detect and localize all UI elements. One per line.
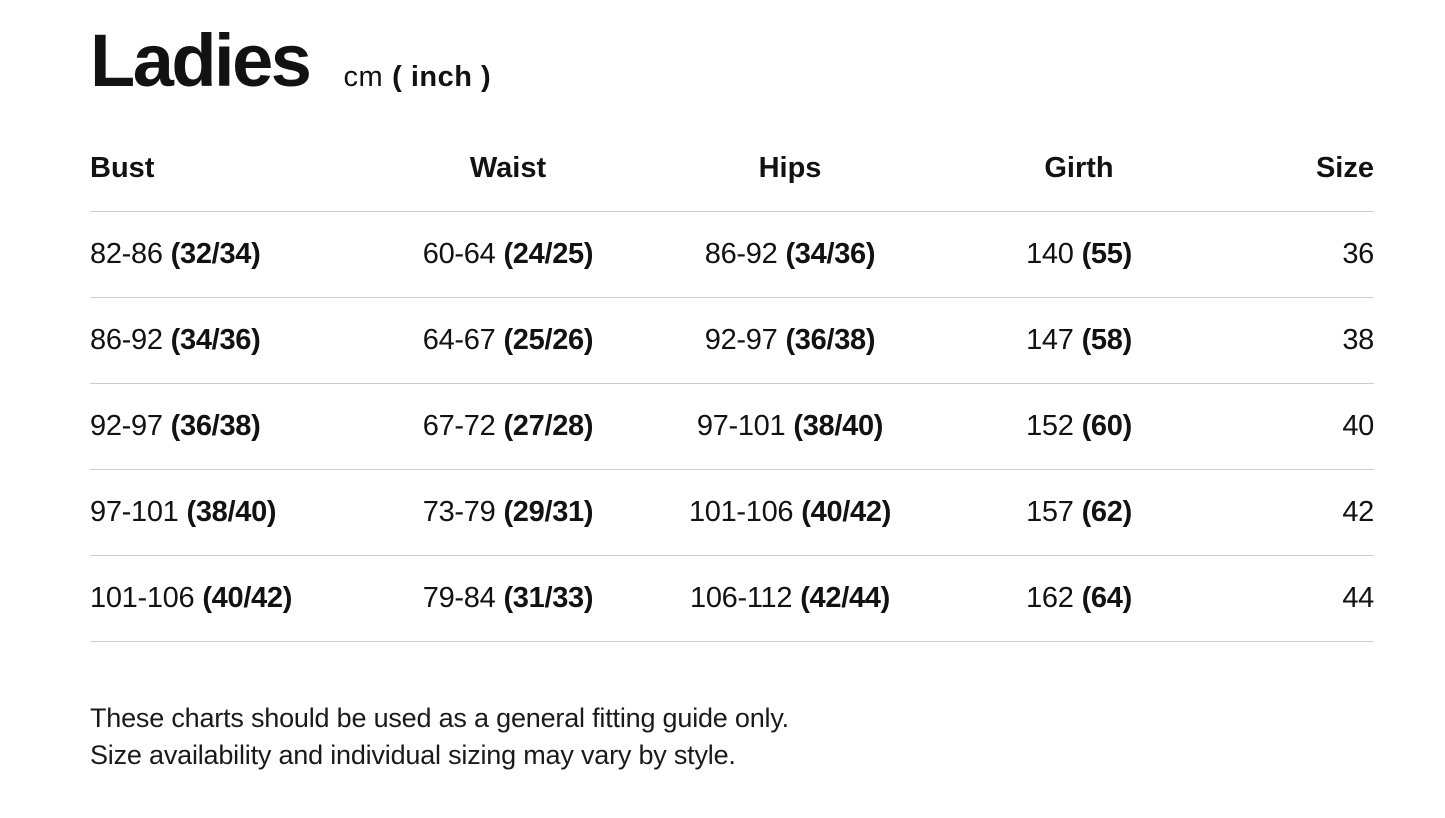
fitting-notes: These charts should be used as a general… (90, 700, 1374, 775)
column-header-size: Size (1315, 152, 1374, 184)
waist-cell: 64-67 (25/26) (422, 324, 594, 357)
waist-cm-value: 64-67 (422, 324, 496, 356)
hips-inch-value: (36/38) (785, 324, 876, 356)
bust-inch-value: (38/40) (186, 496, 277, 528)
size-value: 44 (1342, 582, 1374, 614)
bust-cell: 86-92 (34/36) (90, 324, 261, 357)
title-row: Ladies cm( inch ) (90, 22, 1374, 118)
hips-cell: 97-101 (38/40) (696, 410, 884, 443)
size-cell: 40 (1342, 410, 1374, 443)
girth-cm-value: 162 (1026, 582, 1074, 614)
units-label: cm( inch ) (343, 61, 491, 94)
girth-cell: 147 (58) (1026, 324, 1132, 357)
waist-inch-value: (29/31) (503, 496, 594, 528)
table-header-row: Bust Waist Hips Girth Size (90, 152, 1374, 212)
waist-cell: 79-84 (31/33) (422, 582, 594, 615)
hips-cell: 86-92 (34/36) (704, 238, 876, 271)
hips-cm-value: 92-97 (704, 324, 778, 356)
waist-cm-value: 73-79 (422, 496, 496, 528)
girth-cell: 140 (55) (1026, 238, 1132, 271)
waist-cell: 60-64 (24/25) (422, 238, 594, 271)
hips-cm-value: 101-106 (688, 496, 794, 528)
bust-cm-value: 97-101 (90, 496, 179, 528)
girth-inch-value: (62) (1081, 496, 1133, 528)
column-header-hips: Hips (758, 152, 822, 184)
bust-inch-value: (34/36) (170, 324, 261, 356)
girth-inch-value: (60) (1081, 410, 1133, 442)
girth-cm-value: 157 (1026, 496, 1074, 528)
hips-inch-value: (40/42) (801, 496, 892, 528)
table-row: 97-101 (38/40) 73-79 (29/31) 101-106 (40/42… (90, 470, 1374, 556)
size-cell: 42 (1342, 496, 1374, 529)
size-value: 40 (1342, 410, 1374, 442)
size-cell: 36 (1342, 238, 1374, 271)
hips-inch-value: (42/44) (800, 582, 890, 614)
size-cell: 38 (1342, 324, 1374, 357)
bust-cell: 97-101 (38/40) (90, 496, 277, 529)
hips-cell: 92-97 (36/38) (704, 324, 876, 357)
girth-inch-value: (55) (1081, 238, 1133, 270)
size-table: Bust Waist Hips Girth Size 82-86 (32/34) … (90, 152, 1374, 642)
waist-cell: 73-79 (29/31) (422, 496, 594, 529)
size-value: 36 (1342, 238, 1374, 270)
bust-cell: 101-106 (40/42) (90, 582, 292, 615)
hips-inch-value: (34/36) (785, 238, 876, 270)
girth-cell: 152 (60) (1026, 410, 1132, 443)
bust-cm-value: 92-97 (90, 410, 163, 442)
bust-cell: 82-86 (32/34) (90, 238, 261, 271)
column-header-waist: Waist (469, 152, 547, 184)
page-title: Ladies (90, 19, 312, 102)
hips-cm-value: 97-101 (696, 410, 786, 442)
hips-cell: 106-112 (42/44) (690, 582, 890, 615)
girth-inch-value: (58) (1081, 324, 1133, 356)
bust-inch-value: (32/34) (170, 238, 261, 270)
bust-cm-value: 86-92 (90, 324, 163, 356)
waist-cm-value: 67-72 (422, 410, 496, 442)
table-row: 82-86 (32/34) 60-64 (24/25) 86-92 (34/36) 1… (90, 212, 1374, 298)
hips-cm-value: 106-112 (690, 582, 793, 614)
waist-cm-value: 79-84 (422, 582, 496, 614)
girth-cm-value: 140 (1026, 238, 1074, 270)
waist-inch-value: (24/25) (503, 238, 594, 270)
girth-cm-value: 147 (1026, 324, 1074, 356)
girth-inch-value: (64) (1081, 582, 1133, 614)
waist-cm-value: 60-64 (422, 238, 496, 270)
size-cell: 44 (1342, 582, 1374, 615)
bust-cell: 92-97 (36/38) (90, 410, 261, 443)
hips-cell: 101-106 (40/42) (689, 496, 891, 529)
table-row: 86-92 (34/36) 64-67 (25/26) 92-97 (36/38) 1… (90, 298, 1374, 384)
girth-cell: 157 (62) (1026, 496, 1132, 529)
unit-cm-label: cm (343, 61, 384, 93)
table-row: 101-106 (40/42) 79-84 (31/33) 106-112 (42/4… (90, 556, 1374, 642)
bust-inch-value: (40/42) (202, 582, 293, 614)
column-header-bust: Bust (90, 152, 155, 184)
fitting-note-line-2: Size availability and individual sizing … (90, 740, 736, 771)
waist-inch-value: (25/26) (503, 324, 594, 356)
bust-inch-value: (36/38) (170, 410, 261, 442)
unit-inch-label: ( inch ) (392, 61, 492, 93)
girth-cm-value: 152 (1026, 410, 1074, 442)
waist-inch-value: (27/28) (503, 410, 594, 442)
bust-cm-value: 101-106 (90, 582, 195, 614)
hips-inch-value: (38/40) (793, 410, 884, 442)
hips-cm-value: 86-92 (704, 238, 778, 270)
bust-cm-value: 82-86 (90, 238, 163, 270)
size-value: 38 (1342, 324, 1374, 356)
waist-inch-value: (31/33) (503, 582, 594, 614)
column-header-girth: Girth (1044, 152, 1114, 184)
girth-cell: 162 (64) (1026, 582, 1132, 615)
table-row: 92-97 (36/38) 67-72 (27/28) 97-101 (38/40) … (90, 384, 1374, 470)
size-value: 42 (1342, 496, 1374, 528)
waist-cell: 67-72 (27/28) (422, 410, 594, 443)
fitting-note-line-1: These charts should be used as a general… (90, 703, 789, 733)
